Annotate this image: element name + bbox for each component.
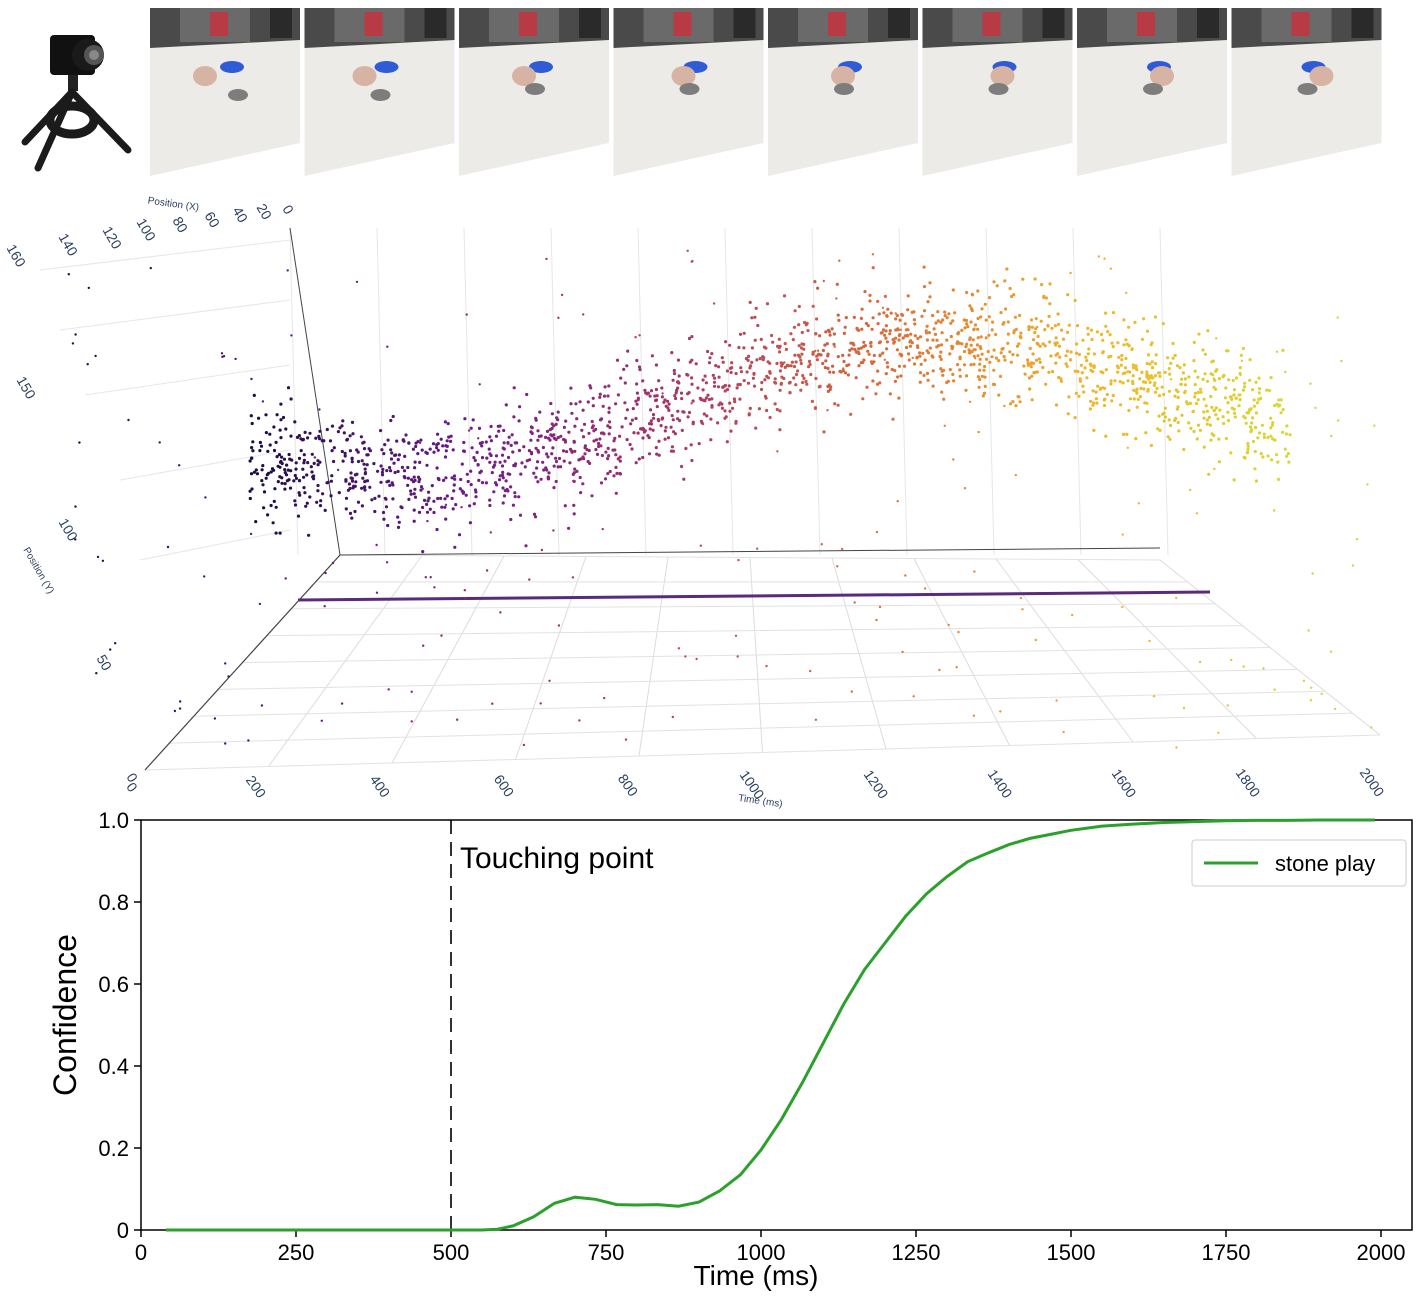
scatter3d-x-axis-label: Time (ms) [737, 793, 783, 810]
event-scatter-3d: 0 200 400 600 800 1000 1200 1400 1600 1800 2000050… [4, 195, 1388, 810]
scatter3d-z-tick: 40 [230, 204, 252, 226]
scatter3d-x-tick: 1400 [985, 766, 1016, 801]
video-frame [459, 8, 609, 176]
scatter3d-z-tick: 20 [254, 201, 276, 223]
scatter3d-y-tick: 50 [94, 652, 116, 674]
scatter3d-points [67, 249, 1376, 749]
x-tick-label: 500 [433, 1240, 470, 1265]
y-tick-label: 1.0 [98, 808, 129, 833]
plot-area-frame [140, 819, 1413, 1231]
confidence-line-chart: 0 250 500 750 1000 1250 1500 1750 2000 0 0.2 0.4 0.… [47, 808, 1413, 1291]
scatter3d-x-tick: 800 [615, 771, 642, 799]
legend-label: stone play [1275, 851, 1375, 876]
scatter3d-ticks: 0 200 400 600 800 1000 1200 1400 1600 1800 2000050… [4, 201, 1388, 802]
scatter3d-x-tick: 1200 [861, 767, 892, 802]
y-tick-label: 0 [117, 1218, 129, 1243]
scatter3d-grid [39, 227, 1381, 771]
legend: stone play [1191, 839, 1407, 887]
y-axis-ticks: 0 0.2 0.4 0.6 0.8 1.0 [98, 808, 141, 1243]
touching-point-label: Touching point [460, 842, 654, 875]
scatter3d-z-tick: 0 [279, 202, 297, 217]
video-frame-strip [150, 8, 1382, 176]
x-tick-label: 1250 [892, 1240, 941, 1265]
scatter3d-z-tick: 100 [134, 215, 160, 243]
x-axis-ticks: 0 250 500 750 1000 1250 1500 1750 2000 [135, 1230, 1406, 1265]
scatter3d-z-tick: 120 [100, 223, 126, 251]
y-tick-label: 0.8 [98, 890, 129, 915]
scatter3d-y-tick: 100 [56, 515, 82, 543]
x-axis-label: Time (ms) [694, 1260, 819, 1291]
video-frame [768, 8, 918, 176]
x-tick-label: 1750 [1202, 1240, 1251, 1265]
camera-on-tripod-icon [21, 35, 132, 172]
y-tick-label: 0.2 [98, 1136, 129, 1161]
scatter3d-x-tick: 400 [367, 772, 394, 800]
x-tick-label: 250 [278, 1240, 315, 1265]
x-tick-label: 2000 [1357, 1240, 1406, 1265]
series-line-stone-play [165, 818, 1375, 1232]
legend-box [1191, 839, 1407, 887]
x-tick-label: 1500 [1047, 1240, 1096, 1265]
video-frame [150, 8, 300, 176]
scatter3d-z-tick: 60 [202, 209, 224, 231]
video-frame [613, 8, 764, 176]
scatter3d-x-tick: 200 [243, 772, 270, 800]
scatter3d-x-tick: 600 [491, 771, 518, 799]
video-frame [1231, 8, 1382, 176]
x-tick-label: 0 [135, 1240, 147, 1265]
x-tick-label: 1000 [737, 1240, 786, 1265]
scatter3d-z-tick: 80 [170, 214, 192, 236]
scatter3d-x-tick: 2000 [1357, 765, 1388, 800]
video-frame [1077, 8, 1227, 176]
scatter3d-y-tick: 150 [14, 373, 40, 401]
y-tick-label: 0.6 [98, 972, 129, 997]
x-tick-label: 750 [588, 1240, 625, 1265]
scatter3d-y-axis-label: Position (Y) [20, 546, 55, 596]
y-axis-label: Confidence [47, 934, 83, 1096]
scatter3d-z-tick: 160 [4, 241, 30, 269]
video-frame [922, 8, 1073, 176]
scatter3d-z-axis-label: Position (X) [147, 195, 200, 213]
scatter3d-x-tick: 1800 [1233, 765, 1264, 800]
y-tick-label: 0.4 [98, 1054, 129, 1079]
scatter3d-x-tick: 1600 [1109, 766, 1140, 801]
video-frame [304, 8, 455, 176]
scatter3d-z-tick: 140 [56, 230, 82, 258]
